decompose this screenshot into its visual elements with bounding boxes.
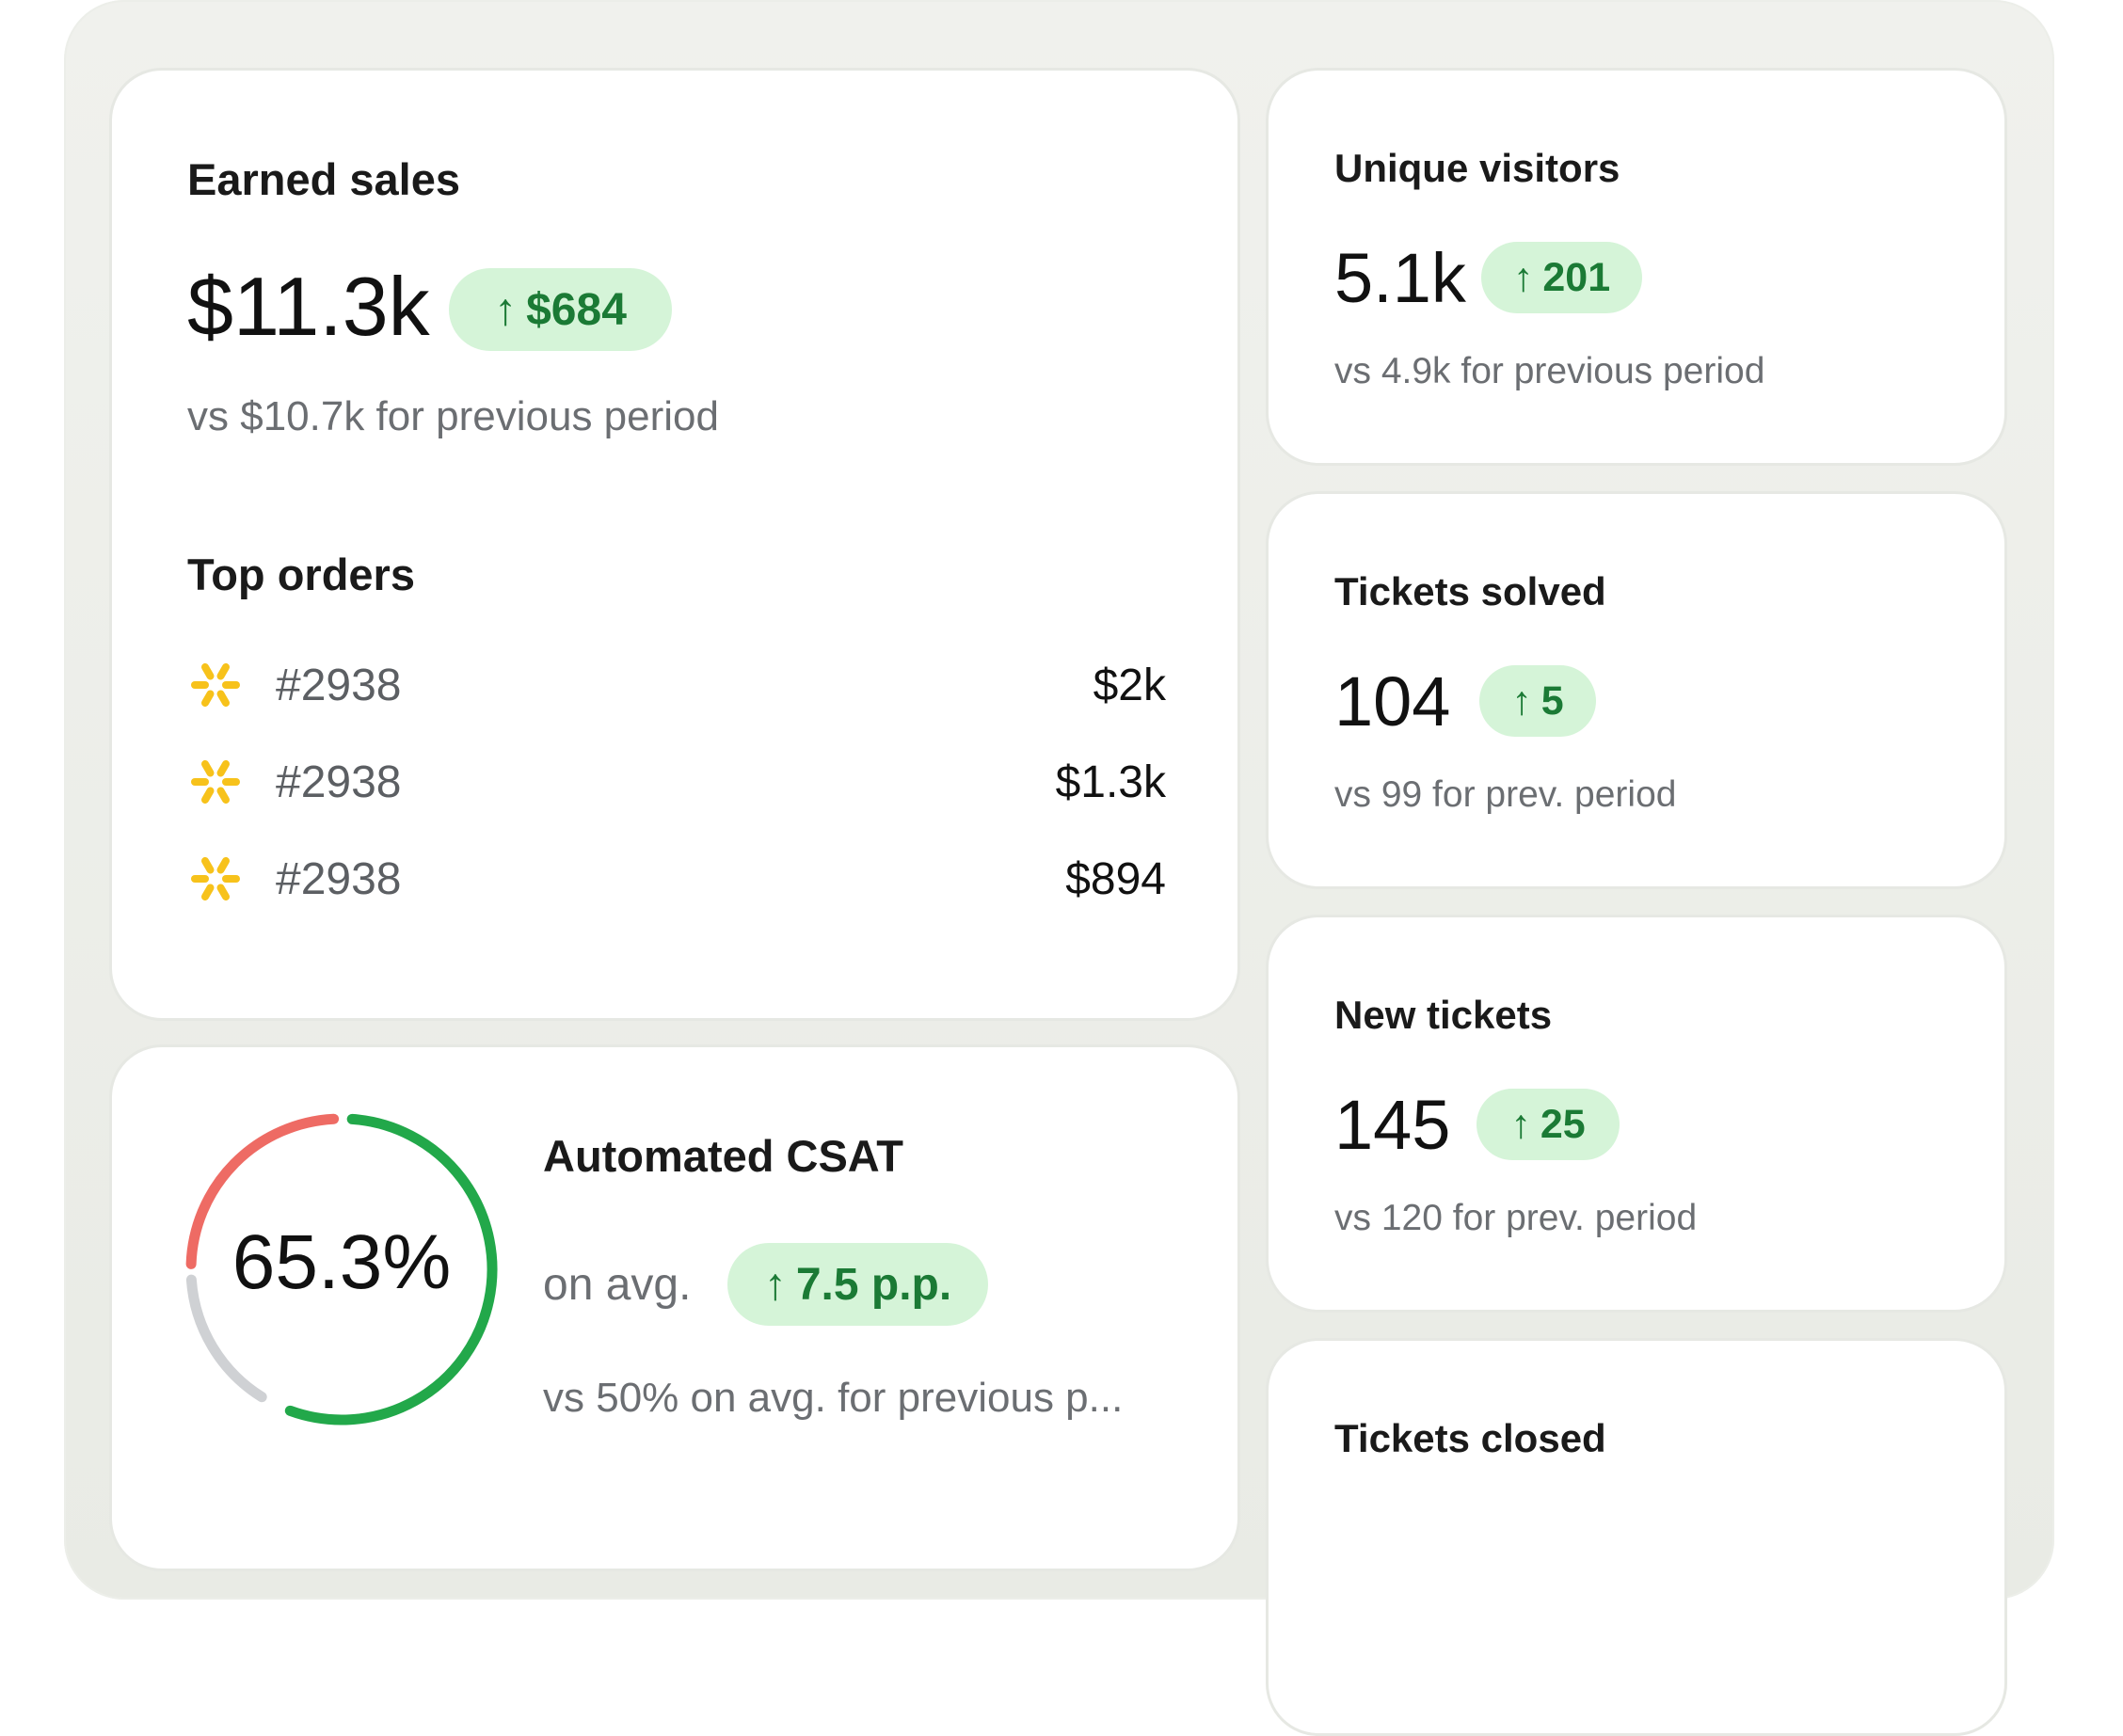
arrow-up-icon: ↑ xyxy=(763,1259,787,1310)
csat-ring-positive-arc xyxy=(284,1113,498,1425)
earned-sales-card[interactable]: Earned sales $11.3k ↑ $684 vs $10.7k for… xyxy=(109,68,1240,1021)
tickets-closed-title: Tickets closed xyxy=(1334,1416,1606,1460)
unique-visitors-title: Unique visitors xyxy=(1334,146,1620,190)
tickets-solved-title: Tickets solved xyxy=(1334,569,1606,613)
arrow-up-icon: ↑ xyxy=(1512,254,1534,300)
csat-ring xyxy=(185,1113,498,1425)
csat-ring-neutral-arc xyxy=(185,1274,267,1403)
new-tickets-comparison: vs 120 for prev. period xyxy=(1334,1198,1698,1238)
unique-visitors-card[interactable]: Unique visitors 5.1k ↑ 201 vs 4.9k for p… xyxy=(1266,68,2007,466)
csat-title: Automated CSAT xyxy=(543,1131,903,1181)
walmart-spark-icon xyxy=(191,759,240,804)
walmart-spark-icon xyxy=(191,856,240,901)
earned-sales-title: Earned sales xyxy=(187,154,461,204)
new-tickets-delta-badge: ↑ 25 xyxy=(1477,1089,1620,1160)
order-value: $1.3k xyxy=(1055,757,1166,807)
earned-sales-value: $11.3k xyxy=(187,260,430,353)
order-id: #2938 xyxy=(276,854,402,904)
unique-visitors-comparison: vs 4.9k for previous period xyxy=(1334,351,1765,391)
csat-value: 65.3% xyxy=(231,1219,452,1305)
csat-delta: 7.5 p.p. xyxy=(795,1259,952,1310)
arrow-up-icon: ↑ xyxy=(1511,677,1532,724)
tickets-solved-delta-badge: ↑ 5 xyxy=(1479,665,1596,737)
unique-visitors-delta-badge: ↑ 201 xyxy=(1481,242,1642,313)
tickets-solved-card[interactable]: Tickets solved 104 ↑ 5 vs 99 for prev. p… xyxy=(1266,491,2007,889)
unique-visitors-delta: 201 xyxy=(1542,254,1611,300)
csat-avg-label: on avg. xyxy=(543,1260,692,1310)
earned-sales-delta: $684 xyxy=(526,284,627,335)
csat-comparison: vs 50% on avg. for previous p... xyxy=(543,1375,1124,1421)
earned-sales-comparison: vs $10.7k for previous period xyxy=(187,393,719,439)
tickets-closed-card[interactable]: Tickets closed xyxy=(1266,1338,2007,1736)
new-tickets-value: 145 xyxy=(1334,1086,1451,1164)
new-tickets-title: New tickets xyxy=(1334,993,1553,1037)
order-value: $2k xyxy=(1093,661,1166,710)
arrow-up-icon: ↑ xyxy=(1510,1101,1531,1147)
order-row[interactable]: #2938 $1.3k xyxy=(187,751,1166,817)
order-row[interactable]: #2938 $2k xyxy=(187,654,1166,720)
tickets-solved-comparison: vs 99 for prev. period xyxy=(1334,774,1677,815)
csat-card[interactable]: 65.3% Automated CSAT on avg. ↑ 7.5 p.p. … xyxy=(109,1044,1240,1571)
order-id: #2938 xyxy=(276,661,402,710)
unique-visitors-value: 5.1k xyxy=(1334,239,1466,317)
tickets-solved-value: 104 xyxy=(1334,662,1451,741)
walmart-spark-icon xyxy=(191,662,240,708)
csat-ring-negative-arc xyxy=(185,1113,340,1269)
new-tickets-delta: 25 xyxy=(1540,1101,1586,1147)
order-id: #2938 xyxy=(276,757,402,807)
tickets-solved-delta: 5 xyxy=(1540,677,1564,724)
earned-sales-delta-badge: ↑ $684 xyxy=(449,268,672,351)
new-tickets-card[interactable]: New tickets 145 ↑ 25 vs 120 for prev. pe… xyxy=(1266,915,2007,1313)
top-orders-title: Top orders xyxy=(187,549,415,599)
order-row[interactable]: #2938 $894 xyxy=(187,848,1166,914)
order-value: $894 xyxy=(1065,854,1166,904)
arrow-up-icon: ↑ xyxy=(494,284,518,335)
csat-delta-badge: ↑ 7.5 p.p. xyxy=(727,1243,988,1326)
